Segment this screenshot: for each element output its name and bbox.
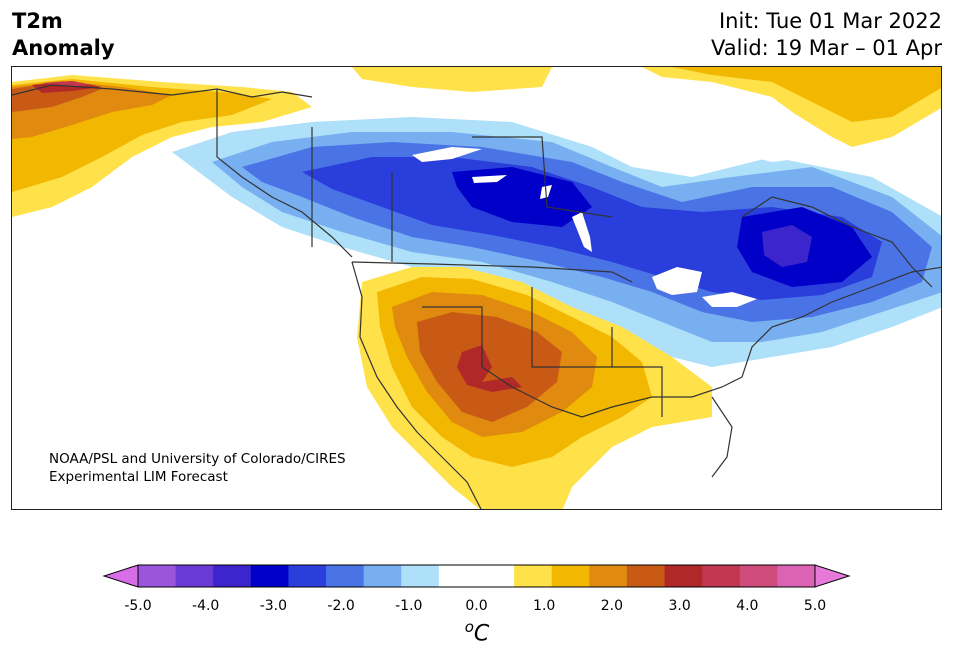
- colorbar-svg: [102, 564, 851, 588]
- colorbar-bin: [551, 565, 590, 587]
- init-date: Init: Tue 01 Mar 2022: [718, 9, 942, 33]
- valid-date: Valid: 19 Mar – 01 Apr: [711, 36, 942, 60]
- colorbar-tick-label: 4.0: [736, 598, 759, 614]
- colorbar-bin: [213, 565, 252, 587]
- colorbar-bin: [175, 565, 214, 587]
- map-title: T2m Anomaly: [12, 8, 115, 62]
- alaska-warm-anomaly: [12, 75, 312, 217]
- colorbar-bin: [626, 565, 666, 587]
- colorbar-bin: [138, 565, 177, 587]
- credit-line-1: NOAA/PSL and University of Colorado/CIRE…: [49, 451, 346, 467]
- colorbar-bin: [288, 565, 327, 587]
- arctic-warm-anomaly: [352, 67, 941, 147]
- title-line-2: Anomaly: [12, 36, 115, 60]
- colorbar-tick-label: 3.0: [668, 598, 691, 614]
- lakes: [412, 97, 832, 307]
- colorbar-bin: [589, 565, 628, 587]
- colorbar-bin: [777, 565, 816, 587]
- colorbar-bin: [438, 565, 477, 587]
- colorbar-bin: [739, 565, 778, 587]
- colorbar-high-extend: [814, 564, 851, 588]
- colorbar-bin: [476, 565, 515, 587]
- colorbar-bin: [401, 565, 440, 587]
- colorbar-bin: [326, 565, 365, 587]
- colorbar-border: [137, 564, 816, 588]
- colorbar-tick-label: -5.0: [124, 598, 152, 614]
- colorbar-bin: [363, 565, 402, 587]
- title-line-1: T2m: [12, 9, 63, 33]
- colorbar-tick-label: -4.0: [192, 598, 220, 614]
- credit-line-2: Experimental LIM Forecast: [49, 469, 228, 485]
- colorbar-bin: [702, 565, 741, 587]
- colorbar-tick-label: -3.0: [259, 598, 288, 614]
- southwest-warm-anomaly: [357, 267, 712, 509]
- colorbar-tick-label: 5.0: [803, 598, 827, 614]
- credit-text: NOAA/PSL and University of Colorado/CIRE…: [49, 450, 346, 486]
- map-svg: [12, 67, 941, 509]
- colorbar-tick-label: -1.0: [395, 598, 423, 614]
- forecast-dates: Init: Tue 01 Mar 2022 Valid: 19 Mar – 01…: [711, 8, 942, 62]
- colorbar-unit: oC: [465, 618, 490, 646]
- colorbar-tick-label: -2.0: [327, 598, 355, 614]
- colorbar-tick-label: 1.0: [533, 598, 556, 614]
- unit-base: C: [473, 621, 490, 647]
- colorbar-tick-label: 2.0: [600, 598, 624, 614]
- colorbar: -5.0 -4.0 -3.0 -2.0 -1.0 0.0 1.0 2.0 3.0 4.0 5.0 o…: [0, 560, 953, 656]
- coastlines-and-borders: [12, 84, 941, 509]
- colorbar-low-extend: [102, 564, 139, 588]
- colorbar-bin: [250, 565, 289, 587]
- colorbar-tick-label: 0.0: [465, 598, 488, 614]
- colorbar-bin: [664, 565, 703, 587]
- anomaly-map: [11, 66, 942, 510]
- colorbar-bin: [514, 565, 553, 587]
- unit-superscript: o: [464, 618, 474, 636]
